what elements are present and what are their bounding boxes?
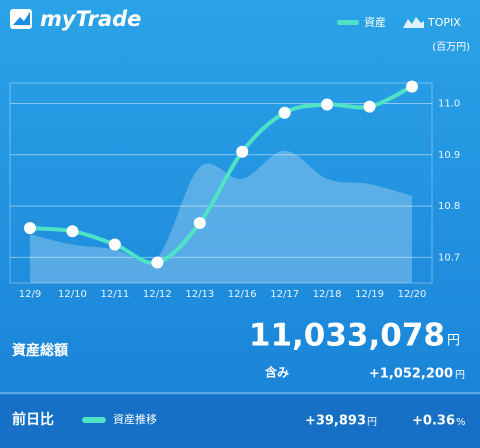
- total-value: 11,033,078: [249, 318, 445, 354]
- legend-swatch-asset: [337, 20, 359, 25]
- asset-point: [66, 225, 79, 238]
- asset-point: [406, 80, 418, 93]
- y-tick-label: 10.7: [438, 252, 460, 263]
- x-tick-label: 12/17: [270, 289, 299, 300]
- gain-label: 含み: [265, 365, 289, 380]
- change-value: +39,893: [305, 414, 366, 429]
- asset-point: [236, 145, 249, 158]
- total-label: 資産総額: [12, 342, 68, 359]
- logo-icon: [10, 9, 32, 29]
- topix-area: [30, 150, 412, 283]
- footer-legend: 資産推移: [113, 412, 157, 426]
- total-unit: 円: [447, 334, 460, 349]
- y-tick-label: 11.0: [438, 99, 460, 110]
- x-tick-label: 12/12: [143, 289, 172, 300]
- asset-point: [278, 106, 291, 119]
- change-unit: 円: [367, 417, 377, 428]
- brand: myTrade: [40, 7, 141, 31]
- asset-point: [24, 222, 36, 235]
- y-tick-label: 10.9: [438, 150, 460, 161]
- x-tick-label: 12/16: [228, 289, 257, 300]
- legend-label: TOPIX: [427, 16, 461, 29]
- x-tick-label: 12/9: [19, 289, 41, 300]
- asset-point: [151, 256, 164, 269]
- x-tick-label: 12/19: [355, 289, 384, 300]
- legend-swatch-topix: [403, 17, 424, 28]
- footer-label: 前日比: [12, 411, 54, 428]
- change-pct: +0.36: [412, 414, 455, 429]
- plot-border: [9, 82, 433, 284]
- asset-point: [193, 217, 206, 229]
- legend-label: 資産: [364, 16, 386, 29]
- gain-value: +1,052,200: [369, 367, 453, 382]
- footer-legend-swatch: [82, 417, 106, 423]
- x-tick-label: 12/13: [185, 289, 214, 300]
- gain-unit: 円: [455, 370, 465, 381]
- x-tick-label: 12/18: [313, 289, 342, 300]
- y-tick-label: 10.8: [438, 201, 460, 212]
- asset-point: [108, 238, 121, 251]
- asset-point: [321, 98, 334, 111]
- footer-band: [0, 395, 480, 448]
- asset-line: [29, 84, 413, 265]
- x-tick-label: 12/20: [398, 289, 427, 300]
- x-tick-label: 12/11: [100, 289, 129, 300]
- unit-label: (百万円): [432, 41, 470, 53]
- pct-unit: %: [456, 417, 466, 428]
- x-tick-label: 12/10: [58, 289, 87, 300]
- asset-point: [363, 100, 376, 113]
